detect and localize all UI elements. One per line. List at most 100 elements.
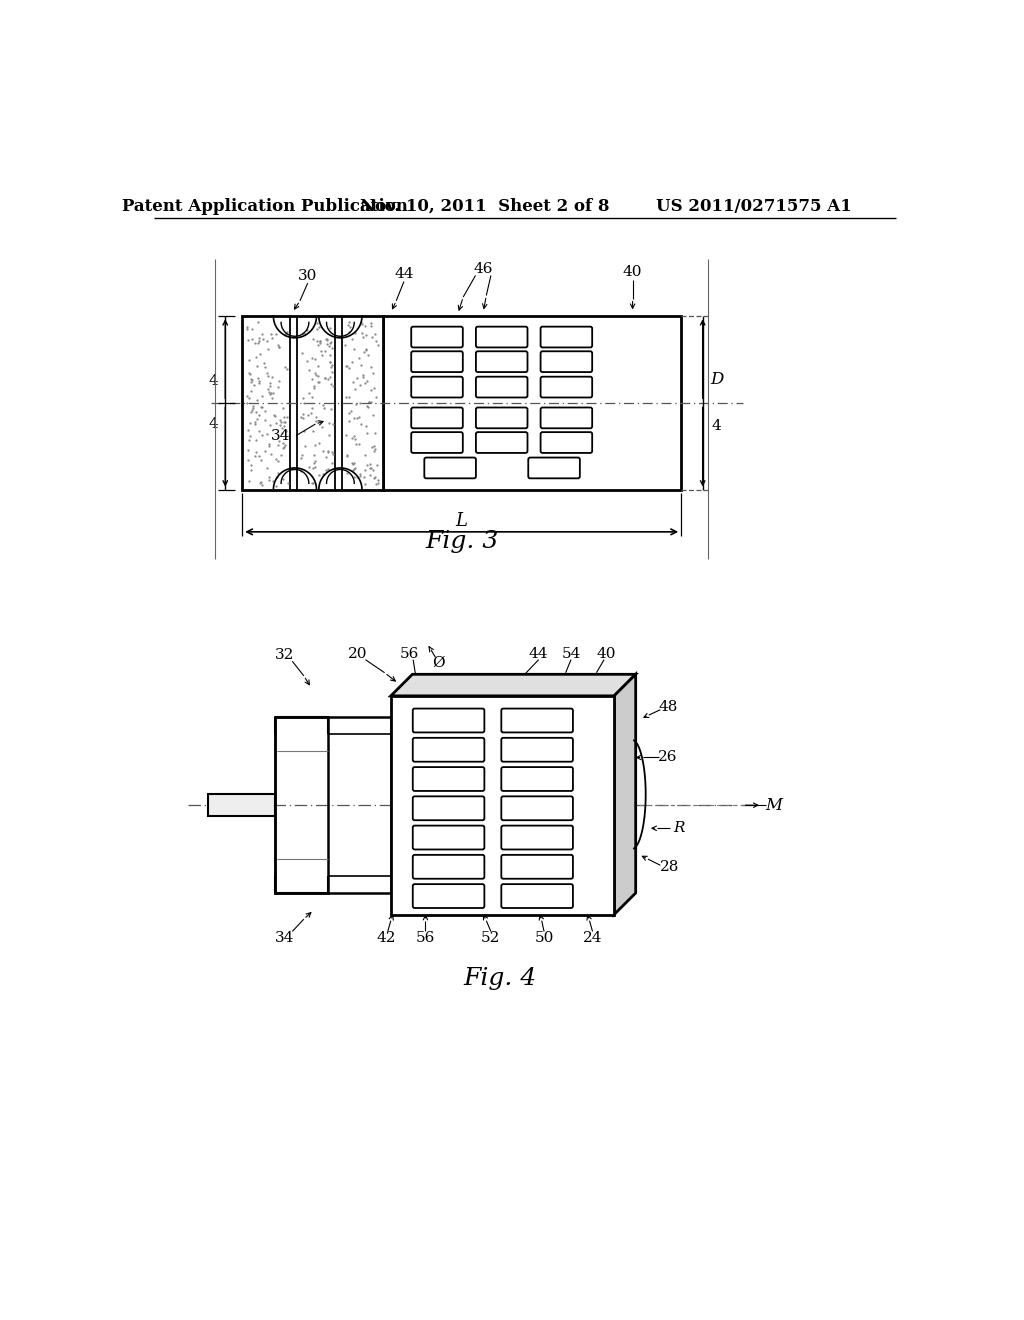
Point	[339, 314, 355, 335]
Point	[300, 404, 316, 425]
Point	[347, 393, 364, 414]
Point	[356, 315, 373, 337]
Point	[264, 470, 281, 491]
Point	[370, 454, 386, 475]
Point	[319, 368, 336, 389]
Point	[366, 436, 382, 457]
Point	[259, 339, 275, 360]
Point	[338, 425, 354, 446]
Point	[361, 457, 378, 478]
FancyBboxPatch shape	[502, 738, 572, 762]
Point	[323, 317, 339, 338]
Point	[244, 455, 260, 477]
Point	[275, 432, 292, 453]
FancyBboxPatch shape	[413, 855, 484, 879]
Text: 4: 4	[209, 417, 218, 432]
Point	[247, 413, 263, 434]
Point	[251, 372, 267, 393]
Point	[307, 434, 324, 455]
Point	[310, 356, 327, 378]
Text: 46: 46	[473, 261, 493, 276]
Polygon shape	[391, 675, 636, 696]
Point	[345, 453, 361, 474]
Text: 24: 24	[583, 931, 602, 945]
Point	[316, 341, 333, 362]
Point	[357, 416, 374, 437]
Point	[366, 467, 382, 488]
Point	[322, 351, 338, 372]
FancyBboxPatch shape	[502, 884, 572, 908]
Text: 50: 50	[535, 931, 554, 945]
Point	[370, 473, 386, 494]
Point	[264, 327, 281, 348]
Point	[314, 440, 331, 461]
Point	[293, 461, 309, 482]
Point	[349, 407, 366, 428]
Point	[267, 475, 284, 496]
Point	[304, 368, 321, 389]
Point	[354, 367, 371, 388]
Point	[368, 331, 384, 352]
Point	[314, 395, 331, 416]
Point	[364, 380, 380, 401]
Point	[259, 363, 275, 384]
Point	[243, 368, 259, 389]
Text: 44: 44	[394, 267, 414, 281]
Point	[356, 467, 373, 488]
Point	[253, 471, 269, 492]
Point	[370, 335, 386, 356]
Point	[264, 383, 281, 404]
Point	[346, 429, 362, 450]
Point	[261, 470, 278, 491]
Point	[306, 378, 323, 399]
Point	[356, 473, 373, 494]
Point	[242, 388, 258, 409]
Point	[306, 375, 323, 396]
Point	[367, 378, 383, 399]
Bar	[383, 317, 681, 490]
Point	[299, 351, 315, 372]
Point	[242, 471, 258, 492]
Point	[318, 330, 335, 351]
FancyBboxPatch shape	[424, 458, 476, 478]
Bar	[391, 696, 614, 915]
FancyBboxPatch shape	[412, 351, 463, 372]
Point	[366, 405, 382, 426]
Point	[245, 397, 261, 418]
Point	[259, 458, 275, 479]
Point	[310, 372, 327, 393]
Point	[259, 366, 275, 387]
Point	[344, 351, 360, 372]
Point	[241, 363, 257, 384]
Point	[344, 453, 360, 474]
FancyBboxPatch shape	[541, 351, 592, 372]
Point	[295, 403, 311, 424]
Point	[359, 396, 376, 417]
Point	[272, 444, 289, 465]
Point	[367, 323, 383, 345]
Point	[312, 331, 329, 352]
Point	[264, 387, 281, 408]
Point	[370, 469, 386, 490]
Point	[339, 446, 355, 467]
Point	[254, 425, 270, 446]
Point	[340, 358, 356, 379]
Point	[364, 458, 380, 479]
Point	[351, 392, 368, 413]
Point	[357, 339, 374, 360]
Point	[249, 355, 265, 376]
Point	[357, 325, 374, 346]
Point	[271, 337, 288, 358]
Point	[294, 343, 310, 364]
Point	[261, 372, 278, 393]
Point	[359, 345, 376, 366]
Point	[345, 466, 361, 487]
Point	[262, 384, 279, 405]
Point	[361, 454, 378, 475]
Text: 54: 54	[561, 647, 581, 660]
Point	[297, 323, 313, 345]
Point	[310, 433, 327, 454]
Point	[317, 327, 334, 348]
Point	[305, 458, 322, 479]
Point	[301, 383, 317, 404]
